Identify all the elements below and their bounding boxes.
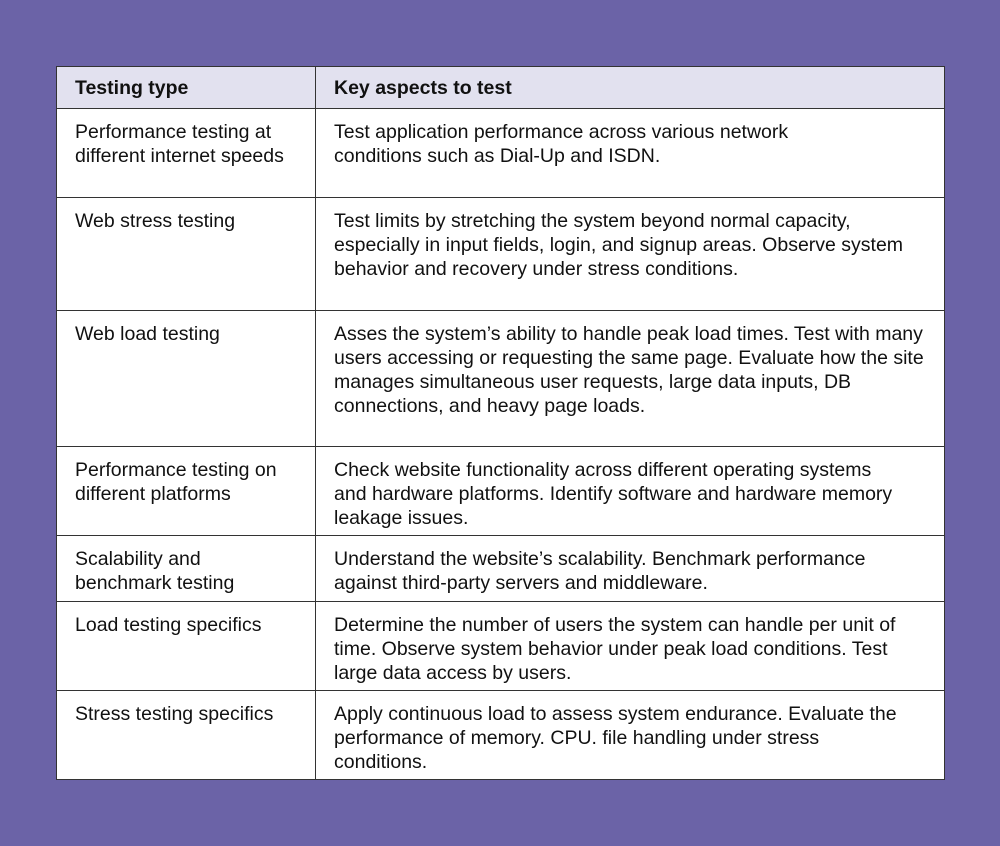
header-key-aspects: Key aspects to test	[315, 66, 945, 109]
key-aspects-cell: Understand the website’s scalability. Be…	[315, 535, 945, 602]
testing-type-cell: Web stress testing	[56, 197, 316, 311]
table-row: Stress testing specifics Apply continuou…	[56, 690, 945, 780]
key-aspects-cell: Test limits by stretching the system bey…	[315, 197, 945, 311]
table-row: Scalability and benchmark testing Unders…	[56, 535, 945, 602]
key-aspects-cell: Test application performance across vari…	[315, 108, 945, 198]
header-testing-type: Testing type	[56, 66, 316, 109]
testing-type-cell: Performance testing at different interne…	[56, 108, 316, 198]
key-aspects-cell: Check website functionality across diffe…	[315, 446, 945, 536]
testing-types-table: Testing type Key aspects to test Perform…	[56, 66, 945, 780]
testing-type-cell: Performance testing on different platfor…	[56, 446, 316, 536]
testing-type-cell: Scalability and benchmark testing	[56, 535, 316, 602]
testing-type-cell: Stress testing specifics	[56, 690, 316, 780]
table-row: Load testing specifics Determine the num…	[56, 601, 945, 691]
table-row: Web load testing Asses the system’s abil…	[56, 310, 945, 447]
key-aspects-cell: Asses the system’s ability to handle pea…	[315, 310, 945, 447]
table-row: Performance testing on different platfor…	[56, 446, 945, 536]
table-header-row: Testing type Key aspects to test	[56, 66, 945, 109]
table-row: Web stress testing Test limits by stretc…	[56, 197, 945, 311]
key-aspects-cell: Apply continuous load to assess system e…	[315, 690, 945, 780]
testing-type-cell: Load testing specifics	[56, 601, 316, 691]
table-row: Performance testing at different interne…	[56, 108, 945, 198]
testing-type-cell: Web load testing	[56, 310, 316, 447]
key-aspects-cell: Determine the number of users the system…	[315, 601, 945, 691]
